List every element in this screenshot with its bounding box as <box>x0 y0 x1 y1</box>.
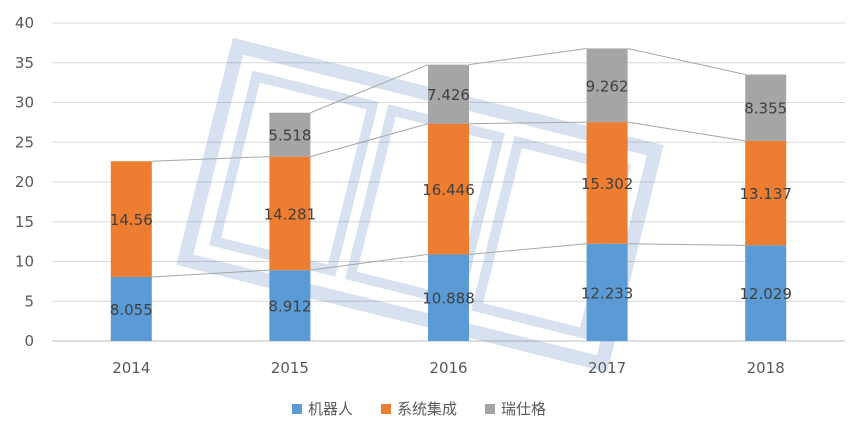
data-label: 12.029 <box>739 285 792 303</box>
bar-segment <box>745 140 787 246</box>
data-label: 14.281 <box>264 205 317 223</box>
bars <box>110 48 787 341</box>
bar-segment <box>269 112 311 157</box>
data-label: 16.446 <box>422 181 475 199</box>
bar-segment <box>745 74 787 141</box>
bar-segment <box>586 243 628 341</box>
x-tick-label: 2016 <box>429 359 467 377</box>
legend-label: 系统集成 <box>397 400 457 418</box>
data-label: 8.912 <box>268 298 311 316</box>
data-label: 5.518 <box>268 127 311 145</box>
series-line <box>151 269 270 278</box>
y-tick-label: 30 <box>15 94 34 112</box>
bar-segment <box>269 270 311 341</box>
y-axis: 0 5 10 15 20 25 30 35 40 <box>15 14 34 350</box>
series-line <box>151 156 270 162</box>
legend: 机器人 系统集成 瑞仕格 <box>292 400 546 418</box>
y-tick-label: 10 <box>15 253 34 271</box>
x-tick-label: 2018 <box>747 359 785 377</box>
series-line <box>627 47 746 75</box>
legend-swatch <box>485 404 495 414</box>
data-label: 10.888 <box>422 290 475 308</box>
legend-label: 瑞仕格 <box>501 400 546 418</box>
bar-segment <box>269 156 311 271</box>
series-line <box>468 243 587 255</box>
data-label: 8.055 <box>110 301 153 319</box>
data-label: 15.302 <box>581 175 634 193</box>
y-tick-label: 40 <box>15 14 34 32</box>
data-label: 12.233 <box>581 284 634 302</box>
y-tick-label: 20 <box>15 173 34 191</box>
y-tick-label: 35 <box>15 54 34 72</box>
x-tick-label: 2017 <box>588 359 626 377</box>
bar-segment <box>428 254 469 341</box>
series-lines <box>151 47 746 278</box>
series-line <box>310 123 429 158</box>
legend-swatch <box>292 404 302 414</box>
legend-swatch <box>381 404 391 414</box>
data-label: 13.137 <box>739 185 792 203</box>
bar-segment <box>110 161 152 277</box>
bar-segment <box>110 276 152 341</box>
data-labels: 8.055 8.912 10.888 12.233 12.029 14.56 14.281 1… <box>110 77 792 319</box>
series-line <box>310 64 429 114</box>
series-line <box>468 47 587 66</box>
x-tick-label: 2015 <box>271 359 309 377</box>
x-tick-label: 2014 <box>112 359 150 377</box>
series-line <box>468 121 587 125</box>
data-label: 8.355 <box>744 100 787 118</box>
bar-segment <box>745 245 787 341</box>
legend-label: 机器人 <box>308 400 353 418</box>
y-tick-label: 5 <box>24 292 34 310</box>
data-label: 7.426 <box>427 86 470 104</box>
y-tick-label: 0 <box>24 332 34 350</box>
data-label: 14.56 <box>110 211 153 229</box>
y-tick-label: 15 <box>15 213 34 231</box>
data-label: 9.262 <box>586 77 629 95</box>
x-axis: 2014 2015 2016 2017 2018 <box>112 359 785 377</box>
bar-segment <box>586 48 628 123</box>
series-line <box>310 253 429 271</box>
bar-segment <box>586 122 628 244</box>
series-line <box>627 121 746 142</box>
bar-segment <box>428 123 469 255</box>
series-line <box>627 243 746 246</box>
y-tick-label: 25 <box>15 133 34 151</box>
bar-segment <box>428 64 469 124</box>
